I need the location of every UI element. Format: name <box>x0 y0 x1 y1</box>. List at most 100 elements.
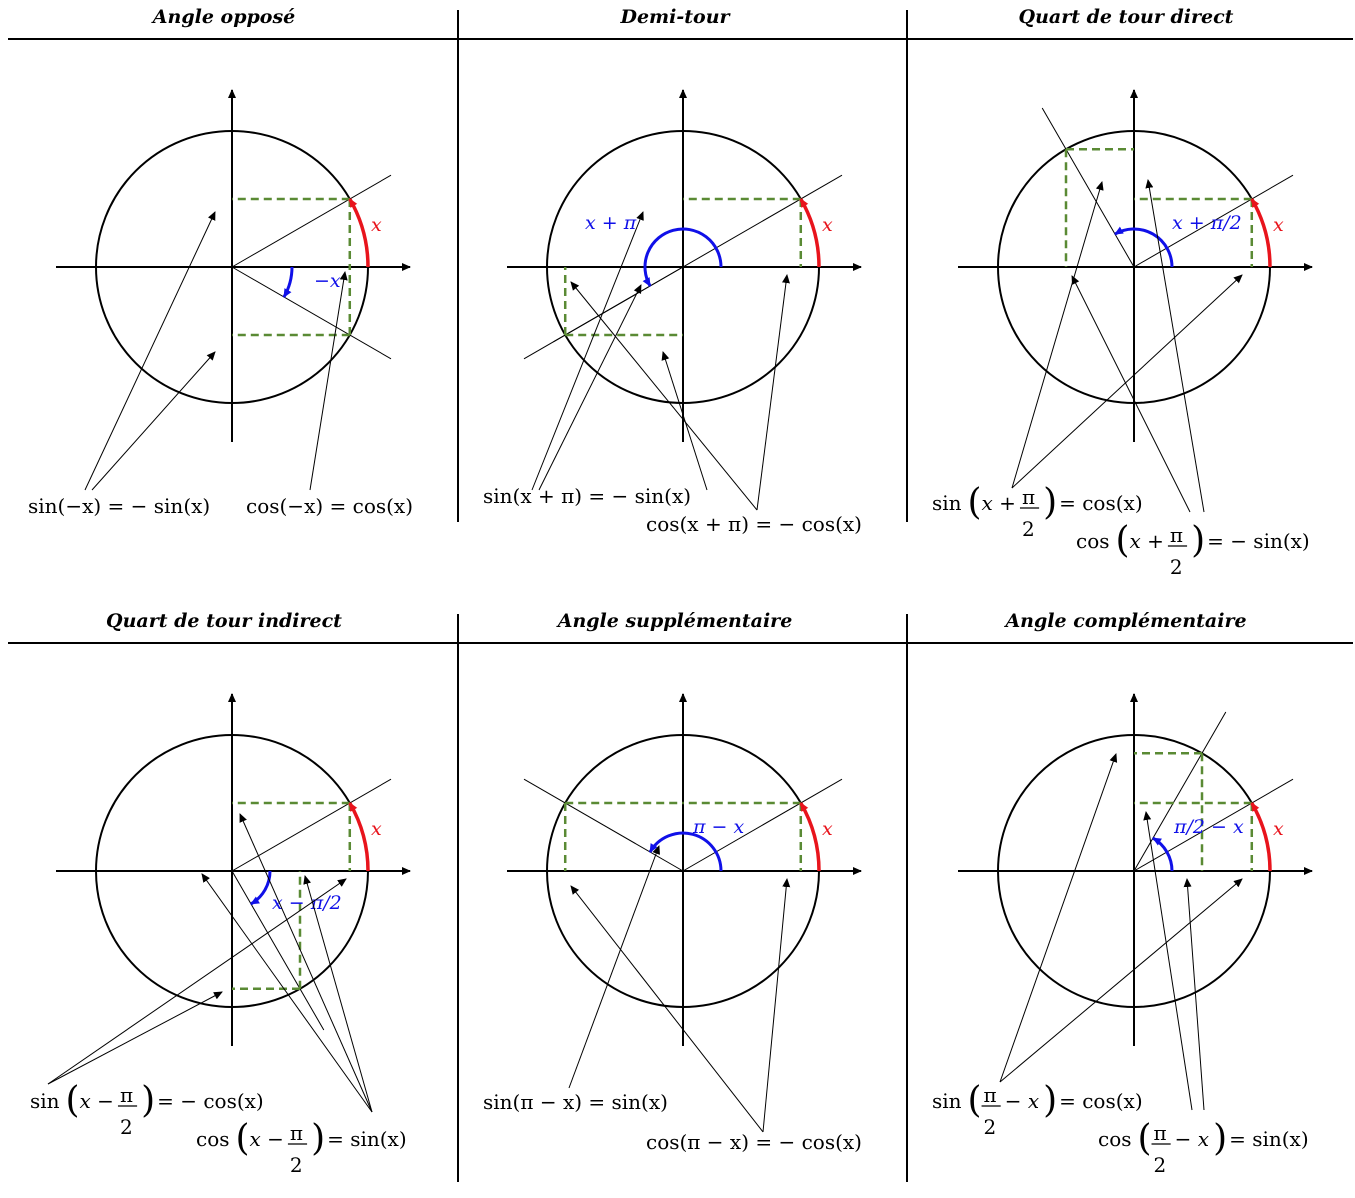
paren-close: ) <box>141 1082 155 1121</box>
fraction-den: 2 <box>1170 555 1183 579</box>
leader-line <box>1011 181 1104 489</box>
formula-rhs: = sin(x) <box>327 1127 407 1151</box>
formula-rhs: = − cos(x) <box>157 1089 264 1113</box>
formula-rhs: = sin(x) <box>1229 1127 1309 1151</box>
panel-demi-tour: Demi-tour x x + π sin(x + π) = − sin(x) c… <box>451 0 899 590</box>
unit-circle-diagram: x −x <box>56 89 411 491</box>
leader-line <box>84 211 216 491</box>
leader-line <box>999 878 1243 1083</box>
formula-cos: cos(−x) = cos(x) <box>246 494 414 518</box>
ray-image <box>231 266 392 360</box>
angle-arc <box>642 227 723 287</box>
separator <box>457 614 459 1182</box>
formula-sin: sin(π − x) = sin(x) <box>483 1090 668 1114</box>
ray-image <box>1041 107 1135 268</box>
formula-cos: cos(x − π 2) = sin(x) <box>196 1118 436 1185</box>
x-arc <box>348 802 370 872</box>
x-arc <box>799 198 821 268</box>
fraction-num: π <box>984 1083 997 1107</box>
ray-x <box>1133 778 1294 872</box>
paren-close: ) <box>1043 1082 1057 1121</box>
formula-inner: x − <box>250 1127 284 1151</box>
formula-rhs: = cos(x) <box>1059 1089 1143 1113</box>
leader-line <box>762 878 791 1133</box>
func-name: cos <box>196 1127 230 1151</box>
angle-label: x − π/2 <box>272 892 342 914</box>
unit-circle-diagram: x x + π/2 <box>958 89 1313 513</box>
func-name: sin <box>932 1089 962 1113</box>
leader-line <box>1071 275 1191 513</box>
formula-inner: − x <box>1175 1127 1209 1151</box>
separator <box>457 10 459 522</box>
x-arc <box>1250 198 1272 268</box>
leader-line <box>999 753 1118 1083</box>
angle-arc <box>1152 836 1174 872</box>
fraction-den: 2 <box>290 1153 303 1177</box>
paren-open: ( <box>236 1120 250 1159</box>
leader-line <box>201 873 373 1113</box>
separator <box>906 614 908 1182</box>
panel-title: Demi-tour <box>620 6 730 28</box>
formula-rhs: = cos(x) <box>1059 491 1143 515</box>
separator <box>906 10 908 522</box>
paren-open: ( <box>66 1082 80 1121</box>
fraction-den: 2 <box>984 1115 997 1139</box>
paren-close: ) <box>1191 522 1205 561</box>
angle-arc <box>1114 226 1174 268</box>
top-rule <box>8 38 1353 40</box>
leader-line <box>47 991 223 1085</box>
x-arc-label: x <box>371 818 382 840</box>
angle-label: π − x <box>692 816 744 838</box>
fraction-num: π <box>290 1121 303 1145</box>
leader-line <box>570 281 758 511</box>
formula-sin: sin(π 2− x) = cos(x) <box>932 1080 1172 1147</box>
panel-angle-oppose: Angle opposé x −x sin(−x) = − sin(x) cos(… <box>0 0 448 590</box>
func-name: sin <box>30 1089 60 1113</box>
panel-angle-complementaire: Angle complémentaire x π/2 − x sin(π 2− x)… <box>902 604 1350 1194</box>
leader-line <box>1145 179 1205 513</box>
formula-sin: sin(−x) = − sin(x) <box>28 494 211 518</box>
paren-open: ( <box>1138 1120 1152 1159</box>
formula-sin: sin(x + π 2) = cos(x) <box>932 482 1172 549</box>
fraction-num: π <box>1022 485 1035 509</box>
leader-line <box>1143 811 1193 1111</box>
x-arc <box>1250 802 1272 872</box>
fraction-den: 2 <box>120 1115 133 1139</box>
x-arc <box>799 802 821 872</box>
ray-x <box>231 174 392 268</box>
ray-image <box>523 266 684 360</box>
panel-title: Quart de tour direct <box>1018 6 1234 28</box>
formula-rhs: = − sin(x) <box>1207 529 1310 553</box>
ray-x <box>682 778 843 872</box>
x-arc-label: x <box>822 818 833 840</box>
angle-label: −x <box>314 270 341 292</box>
panel-angle-supplementaire: Angle supplémentaire x π − x sin(π − x) =… <box>451 604 899 1194</box>
formula-sin-render: sin(x + π 2) = cos(x) <box>932 482 1143 541</box>
angle-arc <box>648 831 723 872</box>
unit-circle-diagram: xπ − x <box>507 693 862 1133</box>
x-arc-label: x <box>1273 214 1284 236</box>
formula-cos: cos(x + π) = − cos(x) <box>646 512 862 536</box>
leader-line <box>91 351 216 491</box>
leader-line <box>531 211 644 491</box>
paren-open: ( <box>968 1082 982 1121</box>
leader-line <box>538 284 642 491</box>
formula-sin-render: sin(x − π 2) = − cos(x) <box>30 1080 264 1139</box>
angle-arc <box>250 870 272 906</box>
formula-cos-render: cos(π 2 − x) = sin(x) <box>1098 1118 1309 1177</box>
paren-close: ) <box>1213 1120 1227 1159</box>
angle-label: x + π <box>585 212 637 234</box>
func-name: cos <box>1076 529 1110 553</box>
angle-arc <box>282 266 294 298</box>
fraction-num: π <box>1170 523 1183 547</box>
ray-image <box>1133 711 1227 872</box>
paren-open: ( <box>968 484 982 523</box>
x-arc-label: x <box>1273 818 1284 840</box>
formula-cos: cos(π − x) = − cos(x) <box>646 1130 862 1154</box>
fraction-den: 2 <box>1022 517 1035 541</box>
unit-circle-diagram: x x + π <box>507 89 862 511</box>
leader-line <box>1011 274 1243 489</box>
panel-title: Angle opposé <box>152 6 296 28</box>
